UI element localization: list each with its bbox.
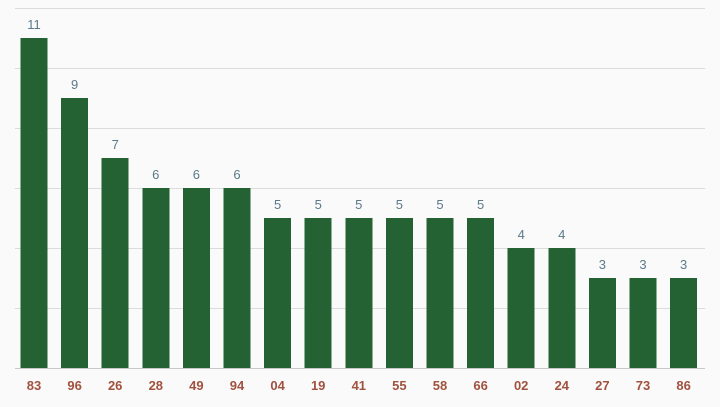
bar-49 [182, 188, 210, 368]
bar-19 [304, 218, 332, 368]
x-tick-label-19: 19 [311, 378, 325, 393]
bar-66 [467, 218, 495, 368]
bar-83 [20, 38, 48, 368]
x-tick-label-55: 55 [392, 378, 406, 393]
x-tick-label-66: 66 [473, 378, 487, 393]
x-tick-label-83: 83 [27, 378, 41, 393]
bar-04 [264, 218, 292, 368]
value-label-26: 7 [112, 137, 119, 152]
bar-28 [142, 188, 170, 368]
value-label-49: 6 [193, 167, 200, 182]
bar-58 [426, 218, 454, 368]
x-tick-label-49: 49 [189, 378, 203, 393]
x-tick-label-94: 94 [230, 378, 245, 393]
value-label-02: 4 [518, 227, 525, 242]
value-label-24: 4 [558, 227, 565, 242]
value-label-04: 5 [274, 197, 281, 212]
bar-02 [507, 248, 535, 368]
value-label-83: 11 [27, 17, 41, 32]
bar-96 [61, 98, 89, 368]
bar-41 [345, 218, 373, 368]
value-label-58: 5 [436, 197, 443, 212]
x-tick-label-02: 02 [514, 378, 528, 393]
x-tick-label-26: 26 [108, 378, 122, 393]
bar-24 [548, 248, 576, 368]
bar-layer [20, 38, 698, 368]
value-label-27: 3 [599, 257, 606, 272]
x-tick-label-27: 27 [595, 378, 609, 393]
bar-73 [629, 278, 657, 368]
x-tick-label-24: 24 [555, 378, 570, 393]
x-tick-label-96: 96 [67, 378, 81, 393]
value-label-28: 6 [152, 167, 159, 182]
bar-27 [588, 278, 616, 368]
value-label-66: 5 [477, 197, 484, 212]
bar-86 [670, 278, 698, 368]
grid-layer [15, 8, 705, 369]
value-label-layer: 11 9 7 6 6 6 5 5 5 5 5 5 4 4 3 3 3 [27, 17, 687, 272]
value-label-55: 5 [396, 197, 403, 212]
x-tick-label-58: 58 [433, 378, 447, 393]
x-tick-label-86: 86 [676, 378, 690, 393]
x-tick-label-41: 41 [352, 378, 366, 393]
x-tick-label-73: 73 [636, 378, 650, 393]
x-tick-layer: 83 96 26 28 49 94 04 19 41 55 58 66 02 24 27 73 86 [27, 378, 691, 393]
value-label-19: 5 [315, 197, 322, 212]
value-label-94: 6 [233, 167, 240, 182]
bar-26 [101, 158, 129, 368]
value-label-96: 9 [71, 77, 78, 92]
bar-94 [223, 188, 251, 368]
bar-55 [385, 218, 413, 368]
value-label-73: 3 [639, 257, 646, 272]
value-label-41: 5 [355, 197, 362, 212]
value-label-86: 3 [680, 257, 687, 272]
x-tick-label-28: 28 [149, 378, 163, 393]
x-tick-label-04: 04 [270, 378, 285, 393]
